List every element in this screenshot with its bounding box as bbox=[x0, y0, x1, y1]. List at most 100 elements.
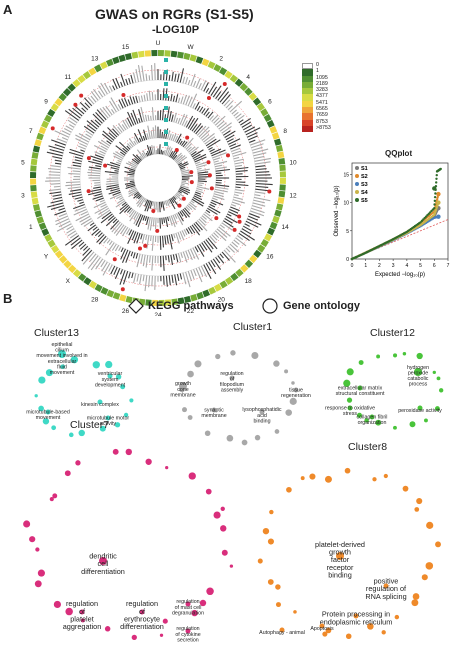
go-node bbox=[182, 407, 187, 413]
significant-snp bbox=[206, 96, 211, 101]
labeled-node bbox=[414, 368, 422, 376]
manhattan-bar bbox=[66, 228, 75, 234]
qq-point bbox=[434, 192, 437, 195]
manhattan-bar bbox=[112, 85, 116, 91]
manhattan-bar bbox=[243, 225, 252, 232]
manhattan-bar bbox=[179, 231, 185, 240]
go-node bbox=[35, 547, 40, 552]
manhattan-bar bbox=[235, 183, 249, 187]
term-label: response to oxidative stress bbox=[325, 406, 375, 418]
manhattan-bar bbox=[255, 165, 266, 168]
manhattan-bar bbox=[241, 121, 252, 128]
manhattan-bar bbox=[125, 78, 129, 85]
density-segment bbox=[51, 244, 60, 254]
manhattan-bar bbox=[151, 255, 154, 271]
labeled-node bbox=[279, 627, 285, 633]
go-node bbox=[53, 600, 61, 609]
term-label: Apoptosis bbox=[310, 626, 334, 632]
chromosome-label: 10 bbox=[289, 160, 297, 167]
manhattan-bar bbox=[238, 232, 250, 242]
term-label: Autophagy - animal bbox=[259, 630, 305, 636]
manhattan-bar bbox=[68, 124, 75, 128]
cluster-title: Cluster1 bbox=[233, 321, 272, 333]
manhattan-bar bbox=[222, 130, 231, 136]
manhattan-bar bbox=[90, 155, 104, 161]
go-node bbox=[229, 564, 234, 568]
manhattan-bar bbox=[189, 146, 199, 155]
manhattan-bar bbox=[163, 149, 166, 155]
manhattan-bar bbox=[212, 195, 225, 201]
qqplot-chart: 0 1 2 3 4 5 6 7 0 5 10 15 S1 S2 S3 S4 S5 Expected −log₁₀(… bbox=[334, 162, 450, 278]
go-node bbox=[206, 587, 214, 596]
manhattan-bar bbox=[95, 197, 104, 202]
density-segment bbox=[278, 190, 286, 198]
density-segment bbox=[208, 286, 217, 295]
density-segment bbox=[112, 56, 120, 65]
y-tick-label: 5 bbox=[346, 229, 349, 235]
manhattan-bar bbox=[177, 138, 182, 144]
density-segment bbox=[38, 126, 47, 135]
manhattan-bar bbox=[240, 117, 252, 126]
manhattan-bar bbox=[90, 256, 101, 271]
manhattan-bar bbox=[114, 170, 119, 172]
manhattan-bar bbox=[223, 99, 231, 107]
manhattan-bar bbox=[132, 72, 137, 83]
go-node bbox=[438, 388, 444, 393]
manhattan-bar bbox=[203, 264, 212, 279]
density-segment bbox=[47, 239, 56, 248]
manhattan-bar bbox=[115, 151, 125, 158]
manhattan-bar bbox=[163, 275, 165, 285]
manhattan-bar bbox=[82, 247, 91, 256]
manhattan-bar bbox=[94, 193, 103, 197]
manhattan-bar bbox=[203, 108, 210, 116]
manhattan-bar bbox=[183, 229, 188, 236]
x-tick-label: 1 bbox=[364, 263, 367, 269]
manhattan-bar bbox=[69, 117, 78, 124]
manhattan-bar bbox=[135, 95, 139, 103]
manhattan-bar bbox=[79, 215, 91, 223]
manhattan-bar bbox=[51, 165, 61, 168]
labeled-node bbox=[319, 623, 325, 629]
manhattan-bar bbox=[99, 199, 105, 203]
colorbar-swatch bbox=[302, 81, 313, 89]
density-segment bbox=[72, 269, 82, 278]
density-segment bbox=[249, 254, 258, 264]
density-segment bbox=[248, 92, 258, 101]
significant-snp bbox=[214, 216, 219, 221]
manhattan-bar bbox=[58, 220, 71, 228]
go-node bbox=[145, 458, 152, 465]
manhattan-bar bbox=[253, 196, 271, 202]
manhattan-bar bbox=[218, 226, 231, 237]
manhattan-bar bbox=[125, 184, 136, 190]
manhattan-bar bbox=[231, 241, 239, 248]
manhattan-bar bbox=[181, 175, 193, 178]
manhattan-bar bbox=[191, 224, 201, 236]
manhattan-bar bbox=[106, 239, 111, 244]
manhattan-bar bbox=[94, 205, 108, 214]
go-node bbox=[65, 607, 73, 616]
go-node bbox=[45, 369, 53, 377]
manhattan-bar bbox=[166, 146, 171, 156]
highlight-marker bbox=[164, 58, 168, 62]
labeled-node bbox=[211, 407, 217, 413]
manhattan-bar bbox=[172, 154, 178, 160]
manhattan-bar bbox=[229, 243, 239, 253]
manhattan-bar bbox=[77, 199, 84, 202]
manhattan-bar bbox=[98, 85, 106, 96]
manhattan-bar bbox=[167, 199, 171, 205]
manhattan-bar bbox=[65, 125, 73, 131]
manhattan-bar bbox=[172, 254, 175, 260]
go-node bbox=[273, 360, 280, 367]
manhattan-bar bbox=[136, 194, 141, 199]
density-segment bbox=[145, 299, 152, 306]
density-segment bbox=[244, 259, 254, 269]
go-node bbox=[325, 627, 332, 634]
manhattan-bar bbox=[125, 228, 131, 235]
manhattan-bar bbox=[180, 186, 191, 192]
manhattan-bar bbox=[117, 123, 125, 132]
density-segment bbox=[244, 87, 253, 96]
manhattan-bar bbox=[147, 217, 151, 230]
term-label: regulation of mast cell degranulation bbox=[172, 599, 204, 616]
manhattan-bar bbox=[177, 212, 184, 222]
manhattan-bar bbox=[248, 135, 258, 141]
